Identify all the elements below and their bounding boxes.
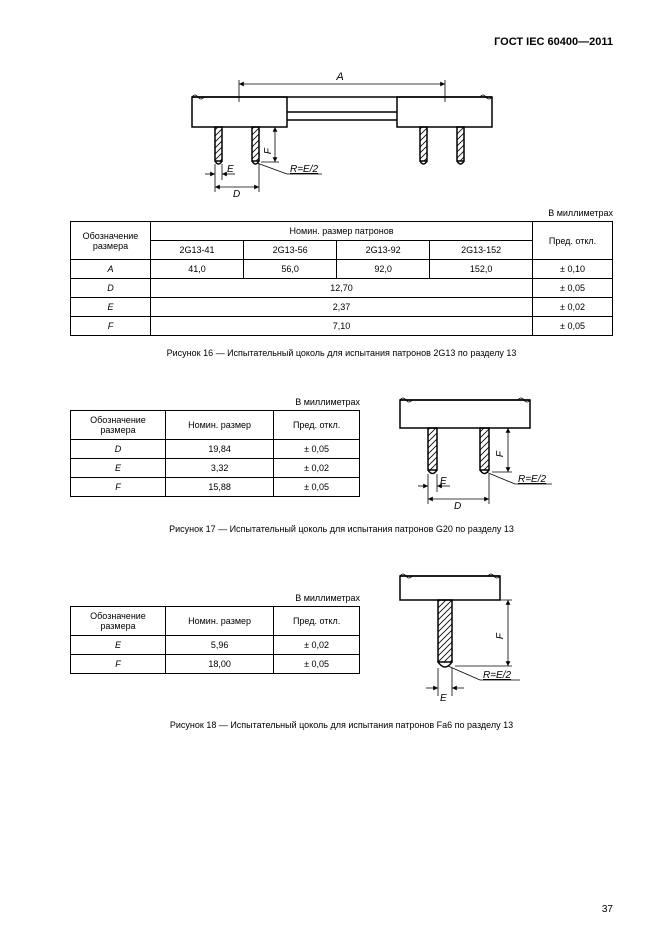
th-tol: Пред. откл. bbox=[274, 606, 360, 635]
dim-label-e: E bbox=[440, 693, 447, 704]
cell: 15,88 bbox=[166, 478, 274, 497]
page: ГОСТ IEC 60400—2011 bbox=[0, 0, 661, 935]
table-row: A 41,0 56,0 92,0 152,0 ± 0,10 bbox=[71, 260, 613, 279]
table-row: D 12,70 ± 0,05 bbox=[71, 279, 613, 298]
cell: E bbox=[71, 459, 166, 478]
cell: 41,0 bbox=[151, 260, 244, 279]
table-row: F 7,10 ± 0,05 bbox=[71, 317, 613, 336]
cell: E bbox=[71, 298, 151, 317]
table-fig18: Обозначение размера Номин. размер Пред. … bbox=[70, 606, 360, 674]
cell: ± 0,05 bbox=[533, 279, 613, 298]
units-label-1: В миллиметрах bbox=[70, 208, 613, 218]
dim-label-r: R=E/2 bbox=[290, 164, 319, 175]
cell: 152,0 bbox=[430, 260, 533, 279]
cell: 56,0 bbox=[244, 260, 337, 279]
table-row: D 19,84 ± 0,05 bbox=[71, 440, 360, 459]
cell: 3,32 bbox=[166, 459, 274, 478]
caption-fig16: Рисунок 16 — Испытательный цоколь для ис… bbox=[70, 348, 613, 358]
th-tol: Пред. откл. bbox=[533, 222, 613, 260]
caption-fig18: Рисунок 18 — Испытательный цоколь для ис… bbox=[70, 720, 613, 730]
dim-label-d: D bbox=[454, 501, 461, 512]
page-number: 37 bbox=[602, 904, 613, 915]
figure-18-row: В миллиметрах Обозначение размера Номин.… bbox=[70, 558, 613, 708]
th-nom: Номин. размер патронов bbox=[151, 222, 533, 241]
table-row: E 2,37 ± 0,02 bbox=[71, 298, 613, 317]
cell: ± 0,05 bbox=[274, 478, 360, 497]
cell: E bbox=[71, 635, 166, 654]
dim-label-e: E bbox=[227, 164, 234, 175]
units-label-2: В миллиметрах bbox=[70, 397, 360, 407]
cell: ± 0,10 bbox=[533, 260, 613, 279]
cell: 2,37 bbox=[151, 298, 533, 317]
dim-label-d: D bbox=[233, 189, 240, 200]
dim-label-f: F bbox=[495, 450, 506, 457]
th-dim: Обозначение размера bbox=[71, 222, 151, 260]
cell: ± 0,05 bbox=[533, 317, 613, 336]
cell: F bbox=[71, 317, 151, 336]
table-fig17: Обозначение размера Номин. размер Пред. … bbox=[70, 410, 360, 497]
dim-label-e: E bbox=[440, 476, 447, 487]
cell: 92,0 bbox=[337, 260, 430, 279]
dim-label-a: A bbox=[335, 71, 343, 83]
cell: ± 0,05 bbox=[274, 654, 360, 673]
cell: ± 0,02 bbox=[274, 459, 360, 478]
cell: D bbox=[71, 440, 166, 459]
th-c1: 2G13-41 bbox=[151, 241, 244, 260]
table-row: F 15,88 ± 0,05 bbox=[71, 478, 360, 497]
table-fig16: Обозначение размера Номин. размер патрон… bbox=[70, 221, 613, 336]
cell: F bbox=[71, 654, 166, 673]
cell: D bbox=[71, 279, 151, 298]
cell: 18,00 bbox=[166, 654, 274, 673]
cell: 19,84 bbox=[166, 440, 274, 459]
doc-header: ГОСТ IEC 60400—2011 bbox=[70, 36, 613, 48]
figure-17-row: В миллиметрах Обозначение размера Номин.… bbox=[70, 382, 613, 512]
table-row: E 3,32 ± 0,02 bbox=[71, 459, 360, 478]
caption-fig17: Рисунок 17 — Испытательный цоколь для ис… bbox=[70, 524, 613, 534]
dim-label-f: F bbox=[495, 632, 506, 639]
units-label-3: В миллиметрах bbox=[70, 593, 360, 603]
table-row: F 18,00 ± 0,05 bbox=[71, 654, 360, 673]
cell: 5,96 bbox=[166, 635, 274, 654]
th-tol: Пред. откл. bbox=[274, 411, 360, 440]
th-c4: 2G13-152 bbox=[430, 241, 533, 260]
th-dim: Обозначение размера bbox=[71, 411, 166, 440]
th-dim: Обозначение размера bbox=[71, 606, 166, 635]
figure-18-drawing: F E R=E/2 bbox=[380, 558, 550, 708]
dim-label-r: R=E/2 bbox=[518, 474, 547, 485]
figure-16-drawing: A E D F R=E/2 bbox=[157, 62, 527, 202]
th-c2: 2G13-56 bbox=[244, 241, 337, 260]
cell: 7,10 bbox=[151, 317, 533, 336]
th-nom: Номин. размер bbox=[166, 411, 274, 440]
cell: F bbox=[71, 478, 166, 497]
cell: 12,70 bbox=[151, 279, 533, 298]
dim-label-r: R=E/2 bbox=[483, 670, 512, 681]
figure-17-drawing: F E D R=E/2 bbox=[380, 382, 565, 512]
cell: ± 0,02 bbox=[274, 635, 360, 654]
cell: A bbox=[71, 260, 151, 279]
dim-label-f: F bbox=[263, 147, 274, 154]
th-nom: Номин. размер bbox=[166, 606, 274, 635]
table-row: E 5,96 ± 0,02 bbox=[71, 635, 360, 654]
cell: ± 0,02 bbox=[533, 298, 613, 317]
cell: ± 0,05 bbox=[274, 440, 360, 459]
th-c3: 2G13-92 bbox=[337, 241, 430, 260]
